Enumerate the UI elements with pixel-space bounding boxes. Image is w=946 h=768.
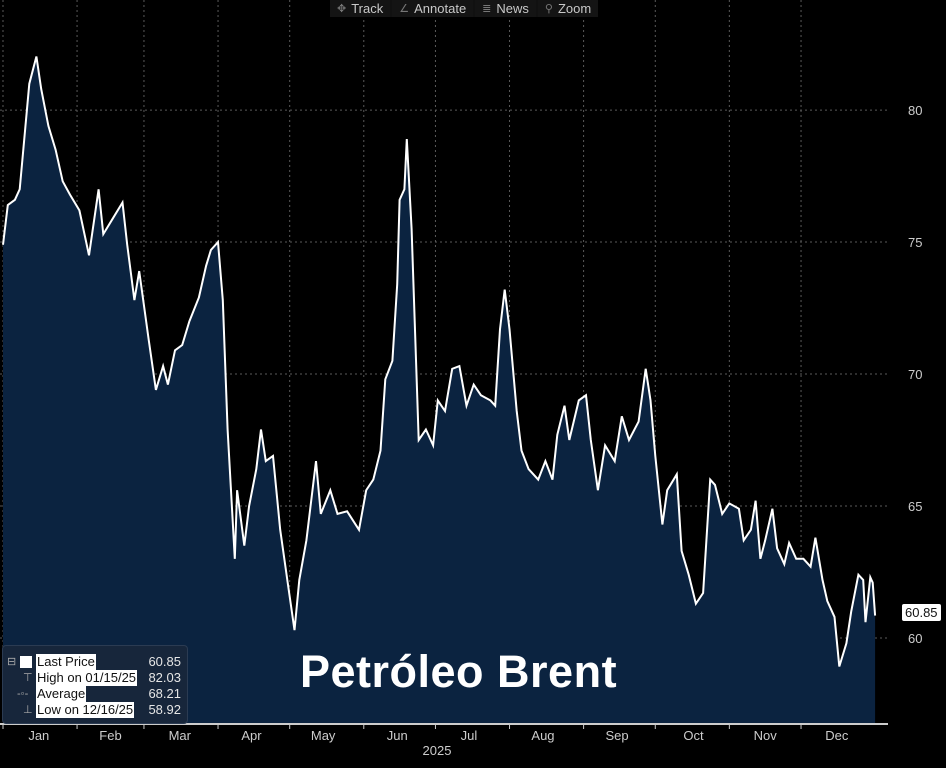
- legend-label: Low on 12/16/25: [36, 702, 135, 718]
- x-axis-year-label: 2025: [423, 743, 452, 758]
- pencil-icon: ∠: [399, 3, 410, 15]
- price-line: [2, 56, 877, 667]
- x-tick-label: Sep: [605, 728, 628, 743]
- x-tick-label: Aug: [531, 728, 554, 743]
- collapse-icon[interactable]: ⊟: [7, 656, 17, 668]
- crosshair-icon: ✥: [337, 3, 347, 15]
- legend-value: 60.85: [148, 654, 181, 669]
- x-tick-label: Jul: [461, 728, 478, 743]
- x-tick-label: May: [311, 728, 336, 743]
- x-tick-label: Feb: [99, 728, 121, 743]
- annotate-label: Annotate: [414, 1, 467, 16]
- y-tick-label: 65: [908, 499, 922, 514]
- legend: ⊟ Last Price 60.85 ⊤ High on 01/15/25 82…: [2, 645, 188, 724]
- track-button[interactable]: ✥ Track: [330, 0, 391, 17]
- legend-average[interactable]: -◦- Average 68.21: [3, 686, 187, 702]
- y-axis-ticks: 60 65 70 75 80: [908, 103, 922, 646]
- x-tick-label: Oct: [683, 728, 704, 743]
- x-tick-label: Nov: [754, 728, 778, 743]
- magnifier-icon: ⚲: [544, 3, 553, 15]
- x-tick-label: Mar: [169, 728, 192, 743]
- high-marker-icon: ⊤: [23, 672, 33, 684]
- last-price-badge: 60.85: [902, 604, 941, 621]
- legend-label: Average: [36, 686, 87, 702]
- zoom-label: Zoom: [557, 1, 592, 16]
- chart-toolbar: ✥ Track ∠ Annotate ≣ News ⚲ Zoom: [330, 0, 599, 17]
- low-marker-icon: ⊥: [23, 704, 33, 716]
- legend-last-price[interactable]: ⊟ Last Price 60.85: [3, 654, 187, 670]
- x-axis-ticks: Jan Feb Mar Apr May Jun Jul Aug Sep Oct Nov Dec: [2, 724, 849, 743]
- x-tick-label: Apr: [241, 728, 262, 743]
- x-tick-label: Dec: [825, 728, 849, 743]
- y-tick-label: 75: [908, 235, 922, 250]
- track-label: Track: [351, 1, 384, 16]
- y-tick-label: 60: [908, 631, 922, 646]
- legend-high[interactable]: ⊤ High on 01/15/25 82.03: [3, 670, 187, 686]
- news-button[interactable]: ≣ News: [475, 0, 536, 17]
- x-tick-label: Jun: [387, 728, 408, 743]
- price-area-fill: [2, 56, 876, 723]
- annotate-button[interactable]: ∠ Annotate: [392, 0, 474, 17]
- legend-value: 82.03: [148, 670, 181, 685]
- chart-title: Petróleo Brent: [300, 646, 618, 697]
- legend-value: 68.21: [148, 686, 181, 701]
- legend-low[interactable]: ⊥ Low on 12/16/25 58.92: [3, 702, 187, 718]
- news-icon: ≣: [482, 3, 492, 15]
- y-tick-label: 70: [908, 367, 922, 382]
- zoom-button[interactable]: ⚲ Zoom: [537, 0, 599, 17]
- legend-label: High on 01/15/25: [36, 670, 138, 686]
- y-tick-label: 80: [908, 103, 922, 118]
- x-tick-label: Jan: [28, 728, 49, 743]
- series-swatch-icon: [20, 656, 32, 668]
- news-label: News: [496, 1, 529, 16]
- legend-label: Last Price: [36, 654, 96, 670]
- average-marker-icon: -◦-: [17, 688, 29, 700]
- legend-value: 58.92: [148, 702, 181, 717]
